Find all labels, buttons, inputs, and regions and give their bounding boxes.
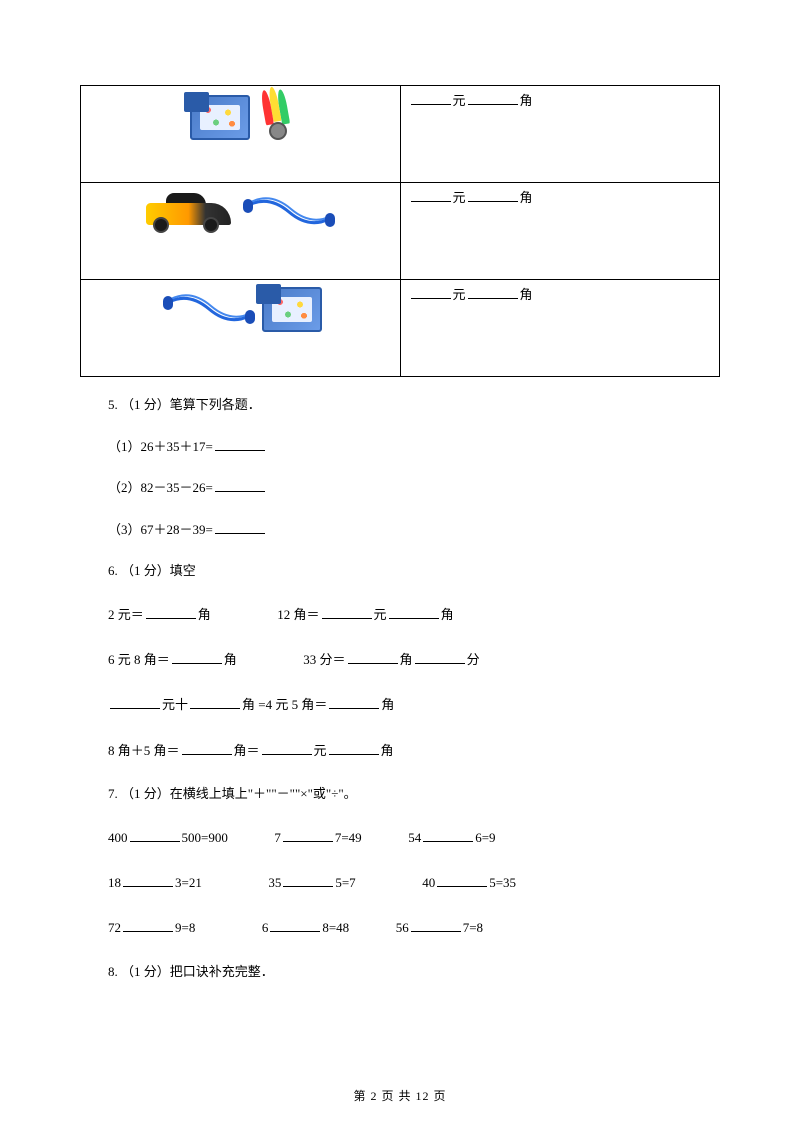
q6-line1: 2 元＝角 12 角＝元角 bbox=[108, 603, 720, 626]
yuan-label: 元 bbox=[453, 287, 466, 302]
q7-row2: 183=21 355=7 405=35 bbox=[108, 871, 720, 894]
q7-row1: 400500=900 77=49 546=9 bbox=[108, 826, 720, 849]
price-answer-cell: 元角 bbox=[400, 183, 720, 280]
question-5-title: 5. （1 分）笔算下列各题． bbox=[108, 395, 720, 415]
price-table: 元角 元角 bbox=[80, 85, 720, 377]
blank-input[interactable] bbox=[322, 605, 372, 619]
q6-line4: 8 角＋5 角＝角＝元角 bbox=[108, 739, 720, 762]
q7-row3: 729=8 68=48 567=8 bbox=[108, 916, 720, 939]
q5-item1: （1）26＋35＋17= bbox=[108, 437, 720, 457]
q5-item3: （3）67＋28－39= bbox=[108, 520, 720, 540]
toy-car-icon bbox=[141, 191, 236, 233]
price-answer-cell: 元角 bbox=[400, 86, 720, 183]
game-board-icon bbox=[262, 287, 322, 332]
blank-input[interactable] bbox=[329, 695, 379, 709]
blank-input[interactable] bbox=[437, 873, 487, 887]
q6-line2: 6 元 8 角＝角 33 分＝角分 bbox=[108, 648, 720, 671]
jiao-label: 角 bbox=[520, 93, 533, 108]
jiao-label: 角 bbox=[520, 190, 533, 205]
game-board-icon bbox=[190, 95, 250, 140]
q5-item2: （2）82－35－26= bbox=[108, 478, 720, 498]
table-row: 元角 bbox=[81, 183, 720, 280]
question-7-title: 7. （1 分）在横线上填上"＋""－""×"或"÷"。 bbox=[108, 784, 720, 804]
item-image-cell bbox=[81, 86, 401, 183]
blank-input[interactable] bbox=[389, 605, 439, 619]
question-6-title: 6. （1 分）填空 bbox=[108, 561, 720, 581]
blank-input[interactable] bbox=[415, 650, 465, 664]
blank-input[interactable] bbox=[468, 285, 518, 299]
blank-input[interactable] bbox=[329, 741, 379, 755]
blank-input[interactable] bbox=[468, 188, 518, 202]
blank-input[interactable] bbox=[411, 918, 461, 932]
table-row: 元角 bbox=[81, 280, 720, 377]
table-row: 元角 bbox=[81, 86, 720, 183]
yuan-label: 元 bbox=[453, 190, 466, 205]
blank-input[interactable] bbox=[348, 650, 398, 664]
blank-input[interactable] bbox=[270, 918, 320, 932]
blank-input[interactable] bbox=[411, 91, 451, 105]
blank-input[interactable] bbox=[172, 650, 222, 664]
blank-input[interactable] bbox=[215, 520, 265, 534]
blank-input[interactable] bbox=[182, 741, 232, 755]
blank-input[interactable] bbox=[130, 828, 180, 842]
price-answer-cell: 元角 bbox=[400, 280, 720, 377]
jump-rope-icon bbox=[159, 284, 259, 334]
blank-input[interactable] bbox=[262, 741, 312, 755]
blank-input[interactable] bbox=[215, 437, 265, 451]
blank-input[interactable] bbox=[283, 828, 333, 842]
blank-input[interactable] bbox=[190, 695, 240, 709]
question-8-title: 8. （1 分）把口诀补充完整． bbox=[108, 962, 720, 982]
q6-line3: 元十角 =4 元 5 角＝角 bbox=[108, 693, 720, 716]
blank-input[interactable] bbox=[110, 695, 160, 709]
blank-input[interactable] bbox=[123, 918, 173, 932]
blank-input[interactable] bbox=[283, 873, 333, 887]
jiao-label: 角 bbox=[520, 287, 533, 302]
item-image-cell bbox=[81, 183, 401, 280]
blank-input[interactable] bbox=[468, 91, 518, 105]
blank-input[interactable] bbox=[411, 188, 451, 202]
blank-input[interactable] bbox=[423, 828, 473, 842]
blank-input[interactable] bbox=[215, 478, 265, 492]
yuan-label: 元 bbox=[453, 93, 466, 108]
blank-input[interactable] bbox=[123, 873, 173, 887]
jump-rope-icon bbox=[239, 187, 339, 237]
item-image-cell bbox=[81, 280, 401, 377]
blank-input[interactable] bbox=[146, 605, 196, 619]
page-footer: 第 2 页 共 12 页 bbox=[0, 1087, 800, 1104]
shuttlecock-icon bbox=[261, 90, 291, 145]
blank-input[interactable] bbox=[411, 285, 451, 299]
